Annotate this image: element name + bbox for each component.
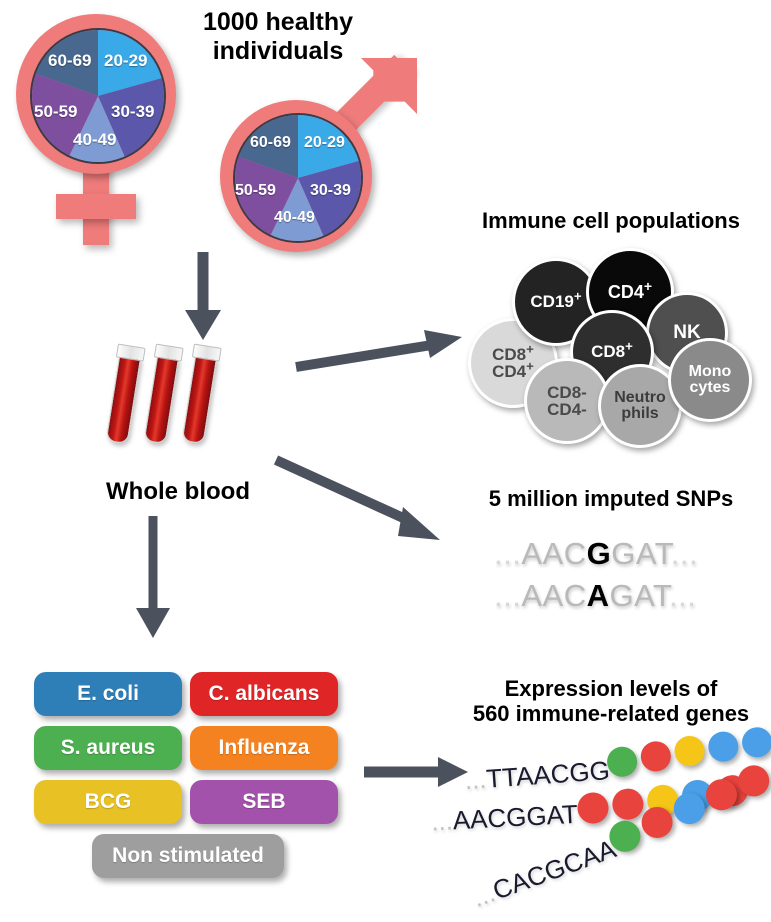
arrow-blood-to-stimuli	[136, 516, 170, 638]
stimulus-bcg[interactable]: BCG	[34, 780, 182, 824]
stimulus-c-albicans[interactable]: C. albicans	[190, 672, 338, 716]
snps-title: 5 million imputed SNPs	[488, 486, 734, 511]
pie-label-20-29: 20-29	[104, 51, 148, 70]
snp-allele-1: ...AACGGAT...	[494, 536, 698, 572]
immune-cell-label: Mono cytes	[688, 362, 732, 396]
immune-cell-label: CD8+	[591, 338, 633, 362]
pie-label-50-59: 50-59	[34, 102, 78, 121]
blood-tube-body	[143, 353, 180, 445]
rna-strands-group: ...TTAACGG ...AACGGAT ...CACGCAA	[430, 726, 771, 917]
snp-suffix: GAT	[609, 578, 669, 613]
blood-tube-body	[105, 353, 142, 445]
rna-bead	[606, 745, 639, 778]
male-symbol: 60-69 20-29 30-39 40-49 50-59	[212, 54, 427, 258]
pie-label-30-39: 30-39	[111, 102, 155, 121]
snp-ellipsis-left: ...	[494, 536, 522, 571]
immune-cell-label: CD8+ CD4+	[492, 341, 534, 381]
rna-bead	[639, 740, 672, 773]
snp-ellipsis-left: ...	[494, 578, 522, 613]
pie-label-60-69: 60-69	[250, 134, 291, 151]
snp-ellipsis-right: ...	[670, 536, 699, 571]
rna-bead	[576, 791, 610, 825]
arrow-stimuli-to-expression	[364, 757, 468, 787]
stimulus-s-aureus[interactable]: S. aureus	[34, 726, 182, 770]
blood-tubes-group	[105, 340, 245, 450]
pie-label-40-49: 40-49	[73, 130, 117, 149]
blood-tube-body	[181, 353, 218, 445]
arrow-blood-to-immune	[295, 330, 462, 372]
immune-cells-group: CD8+ CD4+ CD19+ CD4+ NK CD8+ CD8- CD4- Neu…	[450, 240, 771, 448]
pie-label-50-59: 50-59	[235, 182, 276, 199]
male-age-pie	[233, 113, 363, 243]
rna-bead	[707, 730, 740, 763]
immune-cell-cd8n-cd4n: CD8- CD4-	[524, 358, 610, 444]
rna-bead	[611, 787, 645, 821]
rna-bead	[741, 726, 771, 759]
immune-cells-title: Immune cell populations	[482, 208, 740, 233]
immune-cell-monocytes: Mono cytes	[668, 338, 752, 422]
immune-cell-label: CD8- CD4-	[547, 382, 587, 419]
rna-sequence: ...TTAACGG	[463, 755, 611, 796]
pie-label-20-29: 20-29	[304, 134, 345, 151]
stimulus-e-coli[interactable]: E. coli	[34, 672, 182, 716]
female-age-pie	[30, 28, 166, 164]
snp-prefix: AAC	[521, 536, 587, 571]
immune-cell-label: Neutro phils	[614, 388, 666, 422]
expression-title: Expression levels of 560 immune-related …	[472, 676, 750, 727]
whole-blood-label: Whole blood	[106, 478, 250, 505]
female-symbol: 60-69 20-29 30-39 40-49 50-59	[8, 10, 193, 250]
pie-label-60-69: 60-69	[48, 51, 92, 70]
pie-label-40-49: 40-49	[274, 209, 315, 226]
arrow-cohort-to-blood	[185, 252, 221, 340]
rna-sequence: ...AACGGAT	[430, 798, 579, 837]
immune-cell-label: NK	[673, 322, 701, 344]
snp-variant-allele: A	[586, 578, 610, 613]
snp-prefix: AAC	[521, 578, 587, 613]
arrow-blood-to-snps	[273, 455, 440, 540]
snp-suffix: GAT	[611, 536, 671, 571]
stimuli-group: E. coli C. albicans S. aureus Influenza …	[30, 672, 350, 902]
pie-label-30-39: 30-39	[310, 182, 351, 199]
stimulus-seb[interactable]: SEB	[190, 780, 338, 824]
immune-cell-label: CD19+	[530, 288, 582, 312]
cohort-title: 1000 healthy individuals	[202, 8, 354, 65]
stimulus-influenza[interactable]: Influenza	[190, 726, 338, 770]
stimulus-non-stimulated[interactable]: Non stimulated	[92, 834, 284, 878]
snp-variant-allele: G	[586, 536, 612, 571]
snp-ellipsis-right: ...	[668, 578, 697, 613]
female-stem-horizontal	[56, 194, 136, 219]
rna-sequence: ...CACGCAA	[468, 833, 620, 913]
snp-allele-2: ...AACAGAT...	[494, 578, 696, 614]
immune-cell-label: CD4+	[607, 277, 653, 302]
rna-bead	[673, 735, 706, 768]
